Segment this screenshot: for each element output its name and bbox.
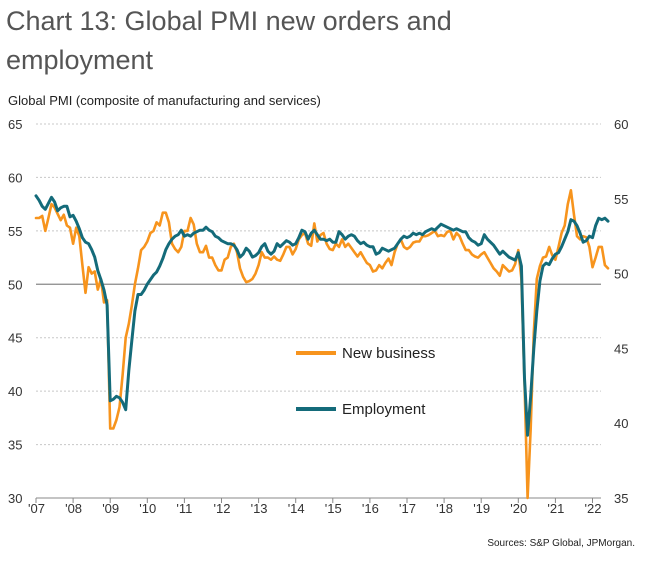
x-tick-label: '08: [65, 501, 82, 516]
x-tick-label: '21: [547, 501, 564, 516]
left-tick-label: 65: [8, 117, 22, 132]
x-tick-label: '15: [325, 501, 342, 516]
left-tick-label: 40: [8, 384, 22, 399]
left-tick-label: 50: [8, 277, 22, 292]
right-tick-label: 35: [614, 491, 628, 506]
legend-employment-label: Employment: [342, 401, 426, 418]
new-business-line: [34, 189, 610, 500]
left-tick-label: 60: [8, 170, 22, 185]
x-tick-label: '18: [436, 501, 453, 516]
left-axis-ticks: 65 60 55 50 45 40 35 30: [8, 117, 22, 506]
left-tick-label: 35: [8, 438, 22, 453]
left-tick-label: 45: [8, 331, 22, 346]
legend: New business Employment: [296, 345, 435, 418]
left-tick-label: 55: [8, 224, 22, 239]
right-tick-label: 45: [614, 341, 628, 356]
series-lines: [34, 189, 610, 500]
x-tick-label: '16: [362, 501, 379, 516]
chart-subtitle: Global PMI (composite of manufacturing a…: [8, 93, 321, 108]
x-tick-label: '10: [139, 501, 156, 516]
left-tick-label: 30: [8, 491, 22, 506]
right-tick-label: 60: [614, 117, 628, 132]
source-note: Sources: S&P Global, JPMorgan.: [487, 538, 635, 549]
x-tick-label: '17: [399, 501, 416, 516]
x-tick-label: '22: [585, 501, 602, 516]
x-tick-label: '14: [288, 501, 305, 516]
grid-lines: [36, 123, 601, 499]
x-axis-ticks: '07 '08 '09 '10 '11 '12 '13 '14 '15 '16 '17 '18 '19 '…: [28, 497, 602, 516]
right-tick-label: 55: [614, 192, 628, 207]
x-tick-label: '11: [176, 501, 192, 516]
legend-new-business-label: New business: [342, 345, 435, 362]
x-tick-label: '20: [510, 501, 527, 516]
x-tick-label: '19: [473, 501, 490, 516]
right-tick-label: 50: [614, 267, 628, 282]
x-tick-label: '12: [214, 501, 231, 516]
x-tick-label: '09: [102, 501, 119, 516]
right-axis-ticks: 60 55 50 45 40 35: [614, 117, 628, 506]
employment-line: [34, 194, 610, 437]
x-tick-label: '13: [251, 501, 268, 516]
right-tick-label: 40: [614, 416, 628, 431]
chart-title: Chart 13: Global PMI new orders and empl…: [6, 6, 452, 75]
x-tick-label: '07: [28, 501, 45, 516]
